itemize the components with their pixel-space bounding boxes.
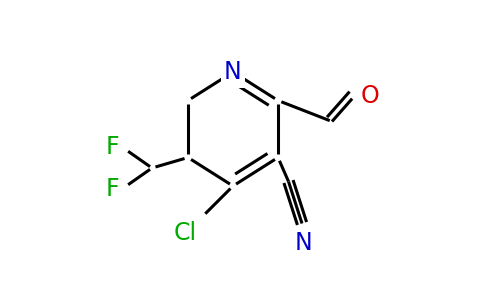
Text: O: O — [361, 84, 380, 108]
Text: N: N — [224, 60, 242, 84]
Text: F: F — [106, 135, 119, 159]
Text: N: N — [295, 231, 312, 255]
Text: Cl: Cl — [174, 220, 197, 244]
Text: F: F — [106, 177, 119, 201]
